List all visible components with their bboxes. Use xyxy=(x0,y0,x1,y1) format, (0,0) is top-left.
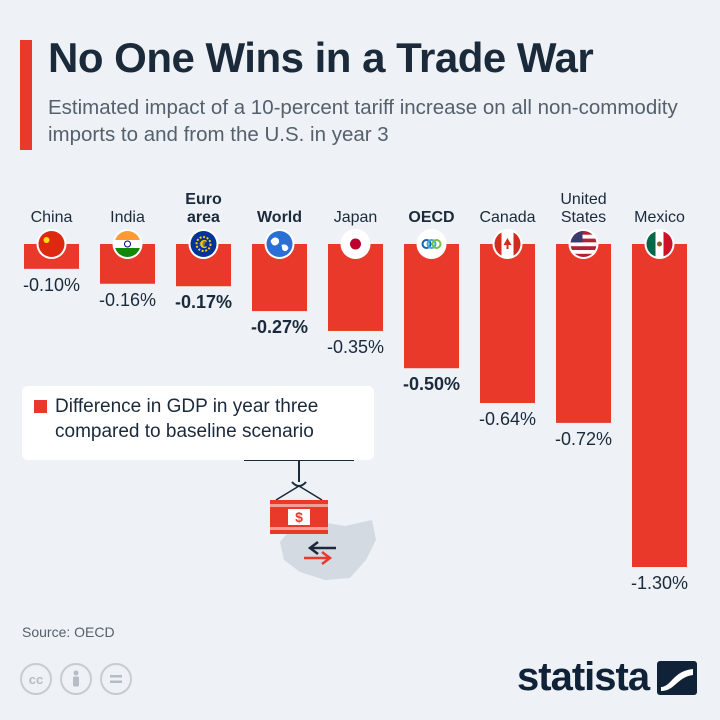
category-label-united-states-2: States xyxy=(561,209,606,226)
bar-united-states[interactable] xyxy=(556,244,611,423)
bar-group-mexico: Mexico -1.30% xyxy=(631,209,688,593)
value-label-oecd: -0.50% xyxy=(403,374,460,394)
cc-icon[interactable]: cc xyxy=(20,663,52,695)
category-label-canada: Canada xyxy=(479,209,535,226)
legend-label: Difference in GDP in year three compared… xyxy=(55,396,319,442)
statista-logo[interactable]: statista xyxy=(517,655,698,700)
value-label-euro-area: -0.17% xyxy=(175,292,232,312)
oecd-icon xyxy=(416,229,447,259)
value-label-japan: -0.35% xyxy=(327,337,384,357)
brand-name: statista xyxy=(517,655,650,699)
category-label-india: India xyxy=(110,209,145,226)
no-derivatives-icon[interactable] xyxy=(100,663,132,695)
bar-group-world: World -0.27% xyxy=(251,209,308,337)
category-label-euro-area-2: area xyxy=(187,209,220,226)
china-flag-icon xyxy=(36,229,67,259)
japan-flag-icon xyxy=(340,229,371,259)
value-label-india: -0.16% xyxy=(99,290,156,310)
world-icon xyxy=(264,229,295,259)
title-accent-bar xyxy=(20,40,32,150)
bar-group-japan: Japan -0.35% xyxy=(327,209,384,357)
bar-mexico[interactable] xyxy=(632,244,687,567)
category-label-united-states-1: United xyxy=(560,191,606,208)
category-label-euro-area-1: Euro xyxy=(185,191,222,208)
value-label-canada: -0.64% xyxy=(479,409,536,429)
page-subtitle: Estimated impact of a 10-percent tariff … xyxy=(48,96,678,146)
value-label-world: -0.27% xyxy=(251,317,308,337)
value-label-mexico: -1.30% xyxy=(631,573,688,593)
legend-swatch xyxy=(34,400,47,413)
bar-group-oecd: OECD -0.50% xyxy=(403,209,460,394)
value-label-china: -0.10% xyxy=(23,275,80,295)
bar-group-china: China -0.10% xyxy=(23,209,80,295)
svg-text:€: € xyxy=(199,238,208,251)
attribution-icon[interactable] xyxy=(60,663,92,695)
category-label-oecd: OECD xyxy=(408,209,454,226)
trade-container-illustration: $ xyxy=(244,459,376,580)
category-label-world: World xyxy=(257,209,302,226)
bar-oecd[interactable] xyxy=(404,244,459,369)
svg-text:$: $ xyxy=(295,509,303,525)
category-label-mexico: Mexico xyxy=(634,209,685,226)
license-icons: cc xyxy=(20,663,132,695)
canada-flag-icon xyxy=(492,229,523,259)
bar-group-india: India -0.16% xyxy=(99,209,156,310)
statista-mark-icon xyxy=(657,660,698,695)
category-label-japan: Japan xyxy=(334,209,378,226)
mexico-flag-icon xyxy=(644,229,675,259)
usa-flag-icon xyxy=(568,229,599,259)
source-note: Source: OECD xyxy=(22,624,115,640)
euro-flag-icon: € xyxy=(188,229,219,259)
bar-group-canada: Canada -0.64% xyxy=(479,209,536,429)
value-label-united-states: -0.72% xyxy=(555,429,612,449)
category-label-china: China xyxy=(31,209,73,226)
bar-canada[interactable] xyxy=(480,244,535,404)
legend: Difference in GDP in year three compared… xyxy=(22,386,374,460)
page-title: No One Wins in a Trade War xyxy=(48,34,594,81)
india-flag-icon xyxy=(112,229,143,259)
